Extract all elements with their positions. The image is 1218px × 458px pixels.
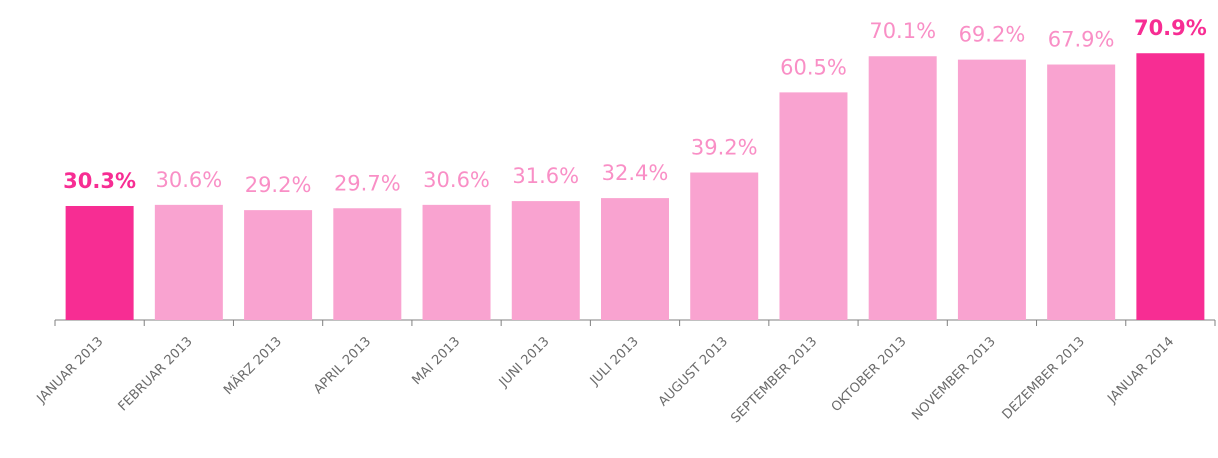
bar [154, 204, 223, 320]
bar [601, 198, 669, 320]
bar [244, 210, 313, 320]
bar [779, 92, 848, 321]
x-tick-label: OKTOBER 2013 [829, 334, 910, 415]
x-tick-label: MÄRZ 2013 [220, 334, 285, 399]
x-tick-label: DEZEMBER 2013 [1000, 334, 1088, 422]
bar [957, 59, 1026, 320]
x-tick-label: NOVEMBER 2013 [909, 334, 998, 423]
bar [1136, 53, 1205, 321]
value-label: 30.6% [155, 168, 222, 192]
value-label: 31.6% [512, 164, 579, 188]
x-tick-label: FEBRUAR 2013 [116, 334, 196, 414]
x-tick-label: JANUAR 2014 [1104, 334, 1177, 407]
value-label: 69.2% [959, 23, 1026, 47]
x-tick-label: JULI 2013 [587, 334, 642, 389]
x-tick-label: JUNI 2013 [496, 334, 553, 391]
bar [422, 204, 491, 320]
value-label: 60.5% [780, 55, 847, 79]
value-label: 39.2% [691, 136, 758, 160]
bar [511, 201, 580, 320]
value-label: 70.9% [1134, 16, 1207, 40]
value-label: 29.2% [245, 173, 312, 197]
x-tick-label: SEPTEMBER 2013 [728, 334, 820, 426]
x-tick-label: JANUAR 2013 [34, 334, 107, 407]
value-label: 32.4% [602, 161, 669, 185]
bar [333, 208, 402, 320]
bar [868, 56, 937, 320]
bar [690, 172, 759, 320]
value-label: 30.6% [423, 168, 490, 192]
bar [1047, 64, 1116, 321]
x-tick-label: AUGUST 2013 [656, 334, 731, 409]
value-label: 67.9% [1048, 28, 1115, 52]
x-tick-label: MAI 2013 [410, 334, 464, 388]
bar [65, 205, 134, 320]
value-label: 29.7% [334, 171, 401, 195]
value-label: 70.1% [869, 19, 936, 43]
value-label: 30.3% [63, 169, 136, 193]
x-tick-label: APRIL 2013 [311, 334, 374, 397]
